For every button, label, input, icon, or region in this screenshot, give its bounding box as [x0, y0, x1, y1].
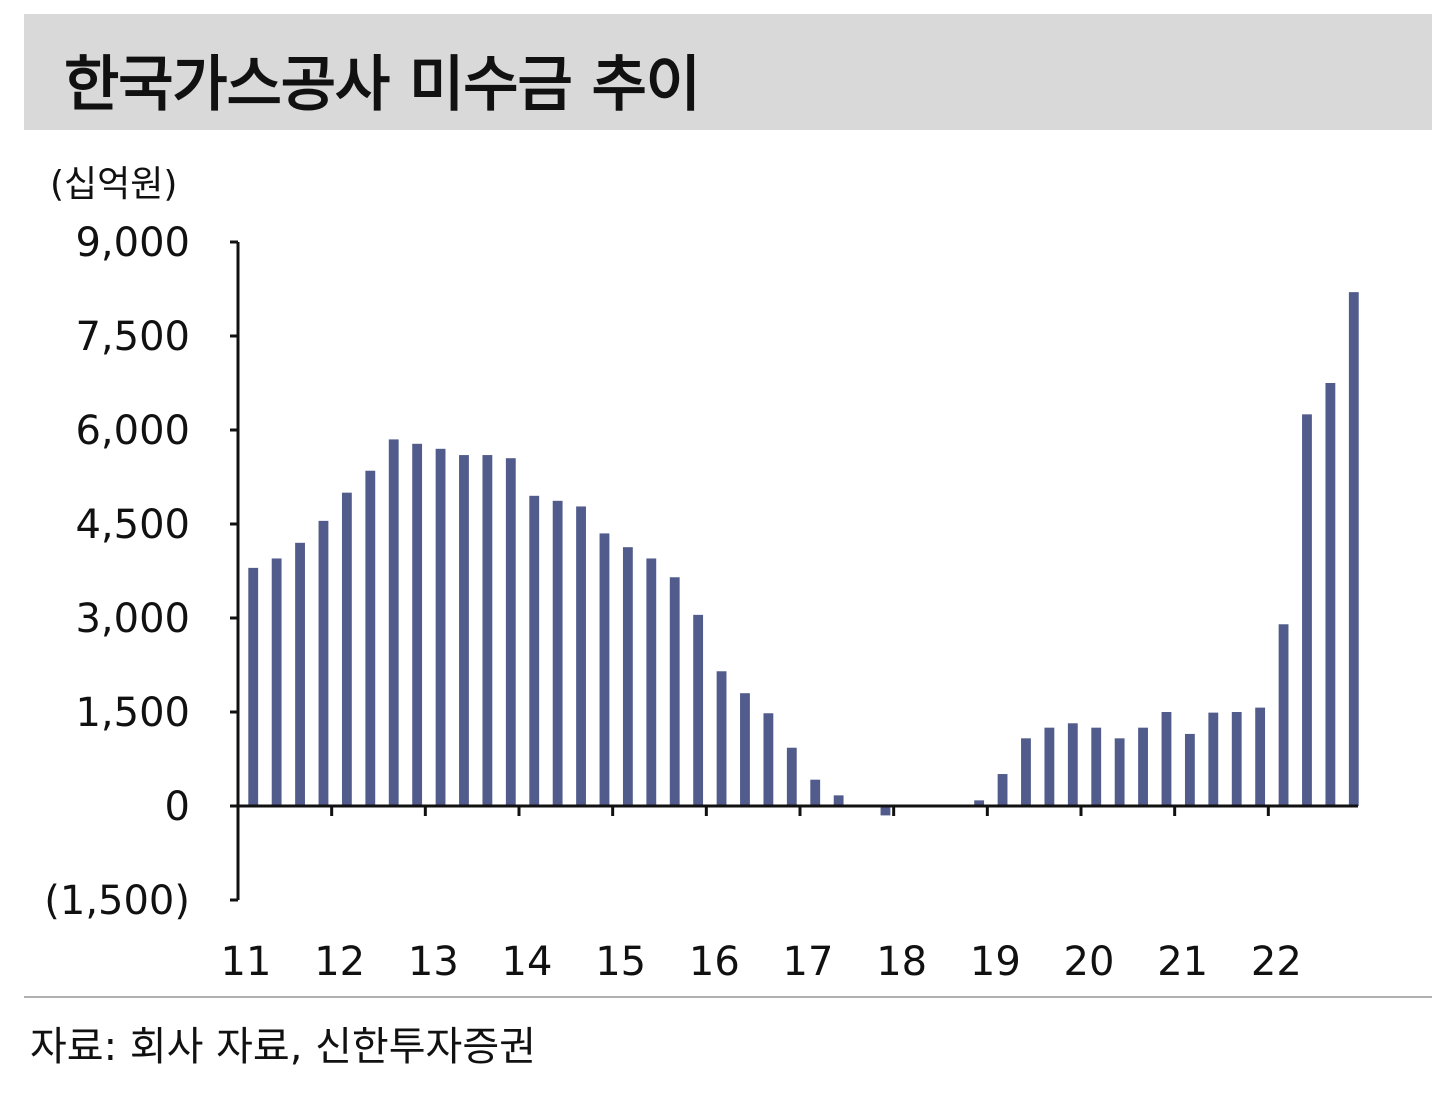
bar-22.1Q — [1278, 624, 1289, 806]
bar-15.1Q — [622, 547, 633, 806]
bar-21.1Q — [1184, 733, 1195, 806]
bar-15.2Q — [646, 558, 657, 806]
x-tick-label: 11 — [221, 939, 272, 985]
bar-13.3Q — [482, 455, 493, 806]
bar-21.4Q — [1255, 707, 1266, 806]
y-tick-label: 1,500 — [75, 690, 190, 736]
x-tick-label: 20 — [1064, 939, 1115, 985]
bar-11.4Q — [318, 520, 329, 806]
bar-22.2Q — [1302, 414, 1312, 806]
y-tick-label: 4,500 — [75, 502, 190, 548]
bar-17.4Q — [880, 806, 891, 816]
x-tick-label: 15 — [595, 939, 646, 985]
bar-16.2Q — [740, 693, 750, 806]
bar-14.3Q — [576, 506, 586, 806]
bar-22.3Q — [1325, 383, 1336, 806]
bar-21.3Q — [1231, 712, 1242, 806]
bar-17.1Q — [810, 779, 821, 806]
bar-15.3Q — [669, 577, 680, 806]
x-tick-label: 22 — [1251, 939, 1302, 985]
bar-13.2Q — [459, 455, 469, 806]
bar-12.3Q — [388, 439, 399, 806]
y-tick-label: 9,000 — [75, 220, 190, 266]
y-tick-label: 0 — [165, 784, 190, 830]
bar-19.2Q — [1021, 738, 1031, 806]
bar-17.2Q — [833, 795, 844, 806]
bar-11.1Q — [248, 567, 259, 806]
bar-14.1Q — [529, 495, 540, 806]
source-divider — [24, 996, 1432, 998]
bar-12.2Q — [365, 470, 376, 806]
x-tick-label: 13 — [408, 939, 459, 985]
bar-19.4Q — [1067, 723, 1078, 806]
y-tick-label: 6,000 — [75, 408, 190, 454]
bar-20.1Q — [1091, 727, 1102, 806]
bar-16.4Q — [786, 747, 797, 806]
bar-14.4Q — [599, 533, 610, 806]
bar-11.3Q — [295, 542, 305, 806]
bar-12.4Q — [412, 443, 423, 806]
x-tick-label: 21 — [1157, 939, 1208, 985]
bar-13.4Q — [505, 458, 516, 806]
y-tick-label: 7,500 — [75, 314, 190, 360]
x-tick-label: 17 — [783, 939, 834, 985]
bar-15.4Q — [693, 614, 704, 806]
x-tick-label: 19 — [970, 939, 1021, 985]
bar-19.1Q — [997, 774, 1008, 806]
bar-18.4Q — [974, 800, 985, 806]
title-bar: 한국가스공사 미수금 추이 — [24, 14, 1432, 130]
bar-22.4Q — [1348, 292, 1359, 807]
bar-20.4Q — [1161, 712, 1172, 806]
bar-20.3Q — [1138, 727, 1148, 806]
y-tick-label: 3,000 — [75, 596, 190, 642]
bar-16.3Q — [763, 713, 774, 806]
source-note: 자료: 회사 자료, 신한투자증권 — [30, 1024, 536, 1070]
bar-19.3Q — [1044, 727, 1055, 806]
bar-11.2Q — [271, 558, 282, 806]
x-tick-label: 18 — [876, 939, 927, 985]
bar-14.2Q — [552, 500, 563, 806]
bar-21.2Q — [1208, 712, 1219, 806]
chart-title: 한국가스공사 미수금 추이 — [64, 50, 701, 120]
bar-20.2Q — [1114, 738, 1125, 806]
bar-16.1Q — [716, 671, 727, 806]
unit-label: (십억원) — [50, 164, 178, 205]
bar-13.1Q — [435, 448, 446, 806]
x-tick-label: 16 — [689, 939, 740, 985]
x-tick-label: 12 — [314, 939, 365, 985]
x-tick-label: 14 — [502, 939, 553, 985]
y-tick-label: (1,500) — [44, 878, 190, 924]
bar-12.1Q — [341, 492, 352, 806]
